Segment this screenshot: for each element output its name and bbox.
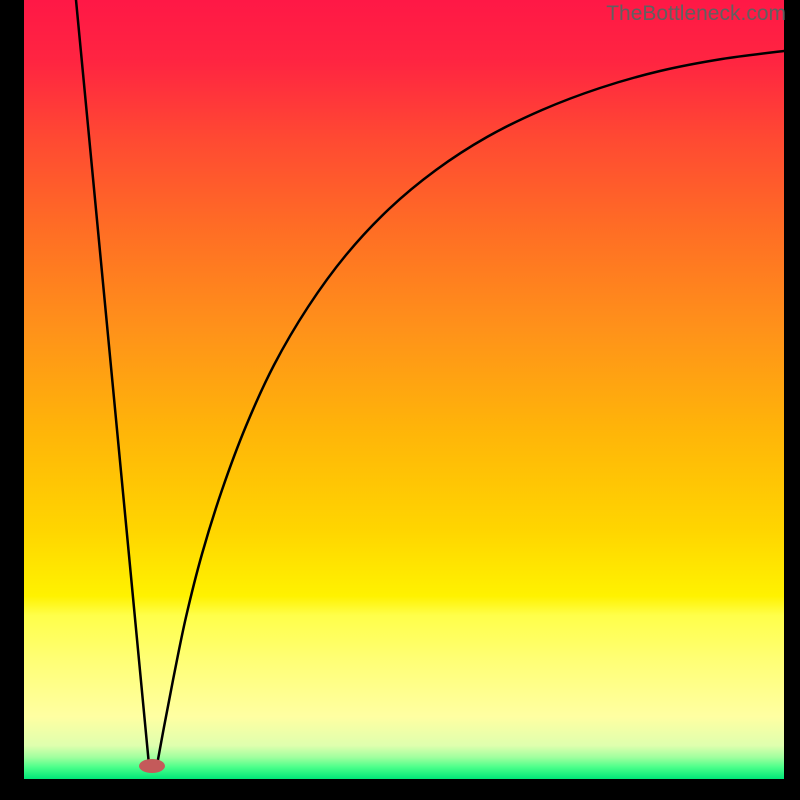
watermark-text: TheBottleneck.com: [606, 2, 786, 26]
chart-container: TheBottleneck.com: [0, 0, 800, 800]
minimum-marker: [139, 759, 165, 773]
bottleneck-curve: [24, 0, 784, 779]
plot-area: [24, 0, 784, 779]
